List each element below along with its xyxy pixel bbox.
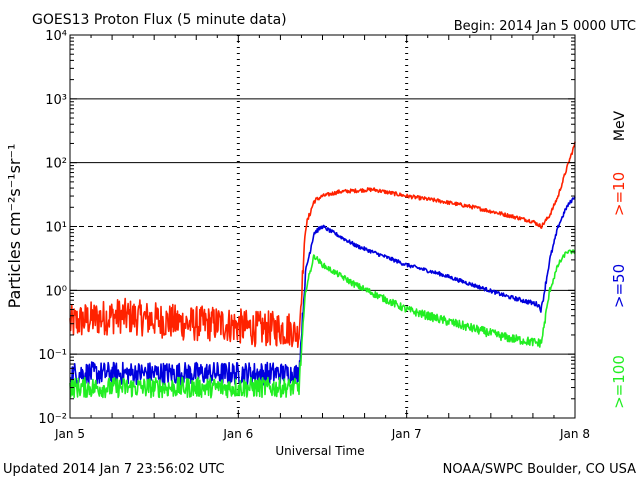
y-tick-label: 10⁻² [38,412,67,427]
y-axis-label: Particles cm⁻²s⁻¹sr⁻¹ [5,144,24,309]
y-tick-label: 10³ [45,93,67,108]
series-line-ge10 [69,141,576,348]
x-tick-label: Jan 6 [222,427,253,441]
y-tick-label: 10¹ [45,221,67,236]
legend-label-ge10: >=10 [610,172,628,216]
y-tick-label: 10⁻¹ [38,348,67,363]
x-tick-label: Jan 7 [391,427,422,441]
series-line-ge50 [69,196,576,386]
x-axis-label: Universal Time [275,444,364,458]
series-layer [69,141,576,399]
x-tick-label: Jan 5 [54,427,85,441]
updated-timestamp: Updated 2014 Jan 7 23:56:02 UTC [3,462,225,477]
y-tick-label: 10² [45,157,67,172]
begin-time: Begin: 2014 Jan 5 0000 UTC [454,19,636,34]
legend-label-ge50: >=50 [610,264,628,308]
legend-label-ge100: >=100 [610,355,628,409]
x-axis-ticks: Jan 5 Jan 6 Jan 7 Jan 8 [54,35,590,441]
series-line-ge100 [69,249,576,399]
y-tick-label: 10⁰ [45,284,67,299]
units-label: MeV [612,110,628,141]
y-axis-ticks: 10⁻² 10⁻¹ 10⁰ 10¹ 10² 10³ 10⁴ [38,29,575,427]
noaa-credit: NOAA/SWPC Boulder, CO USA [443,462,636,477]
x-tick-label: Jan 8 [559,427,590,441]
chart-title: GOES13 Proton Flux (5 minute data) [32,12,287,28]
y-tick-label: 10⁴ [45,29,67,44]
